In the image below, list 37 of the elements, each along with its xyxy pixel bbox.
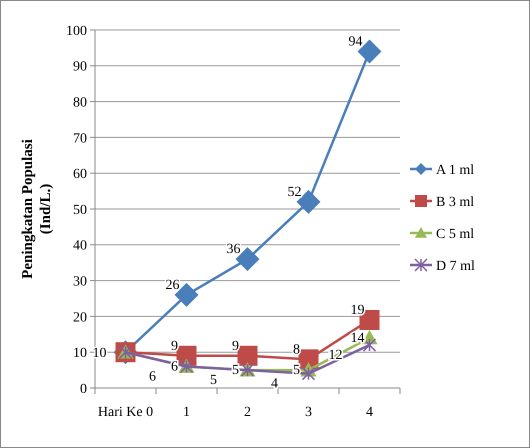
legend-label: D 7 ml bbox=[436, 258, 475, 274]
data-label: 94 bbox=[348, 34, 362, 50]
x-tick-label: Hari Ke 0 bbox=[98, 405, 154, 420]
data-label: 52 bbox=[288, 184, 302, 200]
legend-label: A 1 ml bbox=[436, 162, 474, 178]
point bbox=[302, 366, 316, 380]
data-label: 36 bbox=[226, 242, 240, 258]
y-tick-label: 20 bbox=[73, 310, 87, 326]
y-tick-label: 80 bbox=[73, 96, 87, 110]
point bbox=[362, 338, 376, 352]
data-label: 9 bbox=[171, 338, 178, 354]
y-tick-label: 50 bbox=[73, 202, 87, 218]
data-label: 26 bbox=[166, 278, 180, 293]
y-tick-label: 90 bbox=[73, 60, 87, 75]
legend-label: C 5 ml bbox=[436, 226, 474, 242]
y-tick-label: 30 bbox=[73, 274, 87, 290]
data-label: 14 bbox=[350, 330, 364, 346]
y-tick-label: 40 bbox=[73, 238, 87, 254]
y-tick-label: 100 bbox=[66, 24, 87, 39]
data-label: 9 bbox=[232, 338, 239, 354]
x-tick-label: 1 bbox=[183, 405, 190, 420]
data-label: 19 bbox=[350, 302, 364, 318]
y-tick-label: 10 bbox=[73, 346, 87, 362]
data-label: 10 bbox=[92, 346, 106, 362]
x-tick-label: 4 bbox=[366, 405, 373, 420]
y-axis-title: Peningkatan Populasi (Ind/L.) bbox=[20, 139, 54, 279]
legend-label: B 3 ml bbox=[436, 194, 474, 210]
x-tick-label: 3 bbox=[305, 405, 312, 420]
y-tick-label: 70 bbox=[73, 131, 87, 146]
y-tick-label: 0 bbox=[80, 382, 87, 397]
data-label: 6 bbox=[149, 370, 156, 385]
data-label: 4 bbox=[271, 376, 278, 392]
data-label: 8 bbox=[293, 342, 300, 358]
point bbox=[238, 346, 258, 366]
data-label: 5 bbox=[210, 373, 217, 388]
x-tick-label: 2 bbox=[244, 405, 251, 420]
y-tick-label: 60 bbox=[73, 167, 87, 182]
